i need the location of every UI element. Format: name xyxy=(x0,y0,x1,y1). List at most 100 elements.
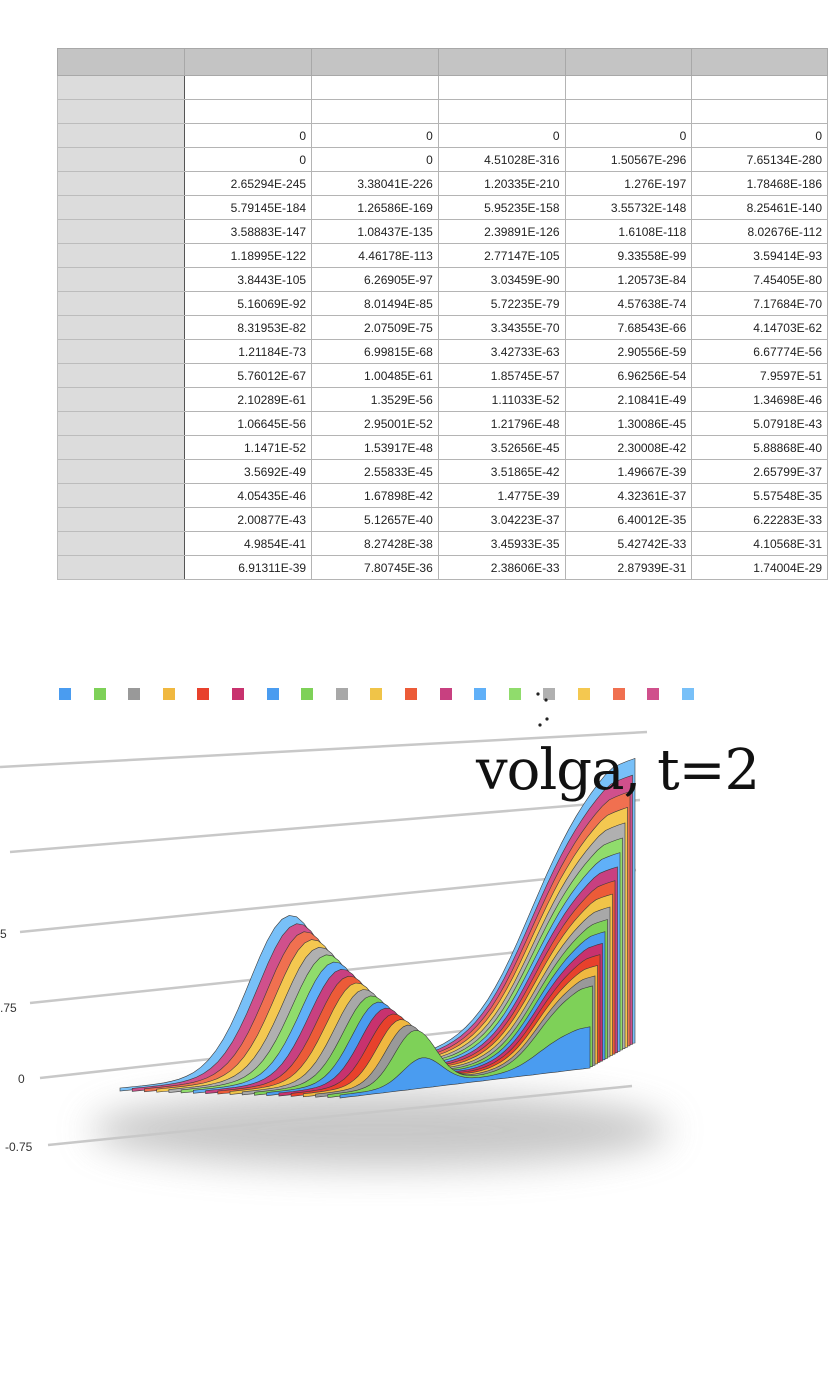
table-cell[interactable]: 2.10289E-61 xyxy=(184,387,313,412)
table-cell[interactable]: 0 xyxy=(311,147,439,172)
row-header-cell[interactable] xyxy=(56,483,186,508)
table-cell[interactable]: 6.67774E-56 xyxy=(691,339,828,364)
table-cell[interactable]: 1.4775E-39 xyxy=(437,483,566,508)
table-cell[interactable]: 3.51865E-42 xyxy=(437,459,566,484)
table-cell[interactable]: 5.12657E-40 xyxy=(311,507,439,532)
table-cell[interactable]: 9.33558E-99 xyxy=(564,243,693,268)
row-header-cell[interactable] xyxy=(56,411,186,436)
table-cell[interactable]: 4.05435E-46 xyxy=(184,483,313,508)
table-cell[interactable] xyxy=(311,75,439,100)
row-header-cell[interactable] xyxy=(56,435,186,460)
table-cell[interactable]: 3.55732E-148 xyxy=(564,195,693,220)
table-cell[interactable] xyxy=(564,75,693,100)
legend-swatch[interactable] xyxy=(681,688,694,700)
table-cell[interactable]: 1.50567E-296 xyxy=(564,147,693,172)
row-header-cell[interactable] xyxy=(56,123,186,148)
legend-swatch[interactable] xyxy=(197,688,210,700)
table-cell[interactable]: 1.49667E-39 xyxy=(564,459,693,484)
legend-swatch[interactable] xyxy=(335,688,348,700)
table-cell[interactable]: 5.72235E-79 xyxy=(437,291,566,316)
table-cell[interactable]: 5.16069E-92 xyxy=(184,291,313,316)
table-cell[interactable]: 3.03459E-90 xyxy=(437,267,566,292)
table-cell[interactable]: 3.8443E-105 xyxy=(184,267,313,292)
table-cell[interactable]: 1.26586E-169 xyxy=(311,195,439,220)
table-cell[interactable]: 3.52656E-45 xyxy=(437,435,566,460)
column-header-cell[interactable] xyxy=(564,48,693,76)
legend-swatch[interactable] xyxy=(93,688,106,700)
legend-swatch[interactable] xyxy=(59,688,71,700)
table-cell[interactable]: 5.79145E-184 xyxy=(184,195,313,220)
row-header-cell[interactable] xyxy=(56,219,186,244)
table-cell[interactable]: 4.14703E-62 xyxy=(691,315,828,340)
table-cell[interactable]: 1.21796E-48 xyxy=(437,411,566,436)
table-cell[interactable]: 6.22283E-33 xyxy=(691,507,828,532)
legend-swatch[interactable] xyxy=(543,688,556,700)
table-cell[interactable]: 6.91311E-39 xyxy=(184,555,313,580)
legend-swatch[interactable] xyxy=(162,688,175,700)
table-cell[interactable]: 0 xyxy=(311,123,439,148)
table-cell[interactable]: 1.21184E-73 xyxy=(184,339,313,364)
table-cell[interactable]: 3.38041E-226 xyxy=(311,171,439,196)
row-header-cell[interactable] xyxy=(56,75,186,100)
table-cell[interactable]: 7.80745E-36 xyxy=(311,555,439,580)
table-cell[interactable]: 2.77147E-105 xyxy=(437,243,566,268)
area-series[interactable] xyxy=(339,1026,591,1099)
row-header-cell[interactable] xyxy=(56,99,186,124)
legend-swatch[interactable] xyxy=(266,688,279,700)
table-cell[interactable]: 1.18995E-122 xyxy=(184,243,313,268)
row-header-cell[interactable] xyxy=(56,315,186,340)
table-cell[interactable]: 2.00877E-43 xyxy=(184,507,313,532)
row-header-cell[interactable] xyxy=(56,363,186,388)
table-cell[interactable]: 2.65294E-245 xyxy=(184,171,313,196)
legend-swatch[interactable] xyxy=(474,688,487,700)
row-header-cell[interactable] xyxy=(56,459,186,484)
table-cell[interactable]: 4.10568E-31 xyxy=(691,531,828,556)
row-header-cell[interactable] xyxy=(56,531,186,556)
column-header-cell[interactable] xyxy=(184,48,313,76)
table-cell[interactable] xyxy=(691,75,828,100)
table-cell[interactable]: 7.9597E-51 xyxy=(691,363,828,388)
row-header-cell[interactable] xyxy=(56,195,186,220)
table-cell[interactable] xyxy=(311,99,439,124)
table-cell[interactable]: 1.30086E-45 xyxy=(564,411,693,436)
table-cell[interactable]: 2.90556E-59 xyxy=(564,339,693,364)
table-cell[interactable]: 1.6108E-118 xyxy=(564,219,693,244)
table-cell[interactable]: 1.85745E-57 xyxy=(437,363,566,388)
table-cell[interactable]: 0 xyxy=(184,123,313,148)
table-cell[interactable]: 6.40012E-35 xyxy=(564,507,693,532)
row-header-cell[interactable] xyxy=(56,171,186,196)
table-cell[interactable]: 1.34698E-46 xyxy=(691,387,828,412)
table-cell[interactable]: 3.59414E-93 xyxy=(691,243,828,268)
table-cell[interactable]: 2.87939E-31 xyxy=(564,555,693,580)
table-cell[interactable]: 5.88868E-40 xyxy=(691,435,828,460)
table-cell[interactable]: 6.99815E-68 xyxy=(311,339,439,364)
table-cell[interactable]: 0 xyxy=(184,147,313,172)
table-cell[interactable]: 1.06645E-56 xyxy=(184,411,313,436)
table-cell[interactable]: 1.67898E-42 xyxy=(311,483,439,508)
table-cell[interactable]: 1.74004E-29 xyxy=(691,555,828,580)
row-header-cell[interactable] xyxy=(56,291,186,316)
table-cell[interactable]: 3.34355E-70 xyxy=(437,315,566,340)
legend-swatch[interactable] xyxy=(232,688,244,700)
table-cell[interactable]: 1.00485E-61 xyxy=(311,363,439,388)
table-cell[interactable]: 1.78468E-186 xyxy=(691,171,828,196)
table-cell[interactable]: 1.276E-197 xyxy=(564,171,693,196)
table-cell[interactable]: 4.32361E-37 xyxy=(564,483,693,508)
table-cell[interactable]: 2.30008E-42 xyxy=(564,435,693,460)
table-cell[interactable]: 7.65134E-280 xyxy=(691,147,828,172)
table-cell[interactable]: 7.45405E-80 xyxy=(691,267,828,292)
legend-swatch[interactable] xyxy=(578,688,590,700)
legend-swatch[interactable] xyxy=(370,688,383,700)
row-header-cell[interactable] xyxy=(56,243,186,268)
table-cell[interactable]: 8.31953E-82 xyxy=(184,315,313,340)
table-cell[interactable]: 2.07509E-75 xyxy=(311,315,439,340)
column-header-cell[interactable] xyxy=(691,48,828,76)
table-cell[interactable]: 1.08437E-135 xyxy=(311,219,439,244)
table-cell[interactable]: 2.65799E-37 xyxy=(691,459,828,484)
table-cell[interactable]: 3.42733E-63 xyxy=(437,339,566,364)
table-cell[interactable]: 0 xyxy=(437,123,566,148)
legend-swatch[interactable] xyxy=(405,688,417,700)
column-header-cell[interactable] xyxy=(437,48,566,76)
legend-swatch[interactable] xyxy=(508,688,521,700)
legend-swatch[interactable] xyxy=(128,688,141,700)
